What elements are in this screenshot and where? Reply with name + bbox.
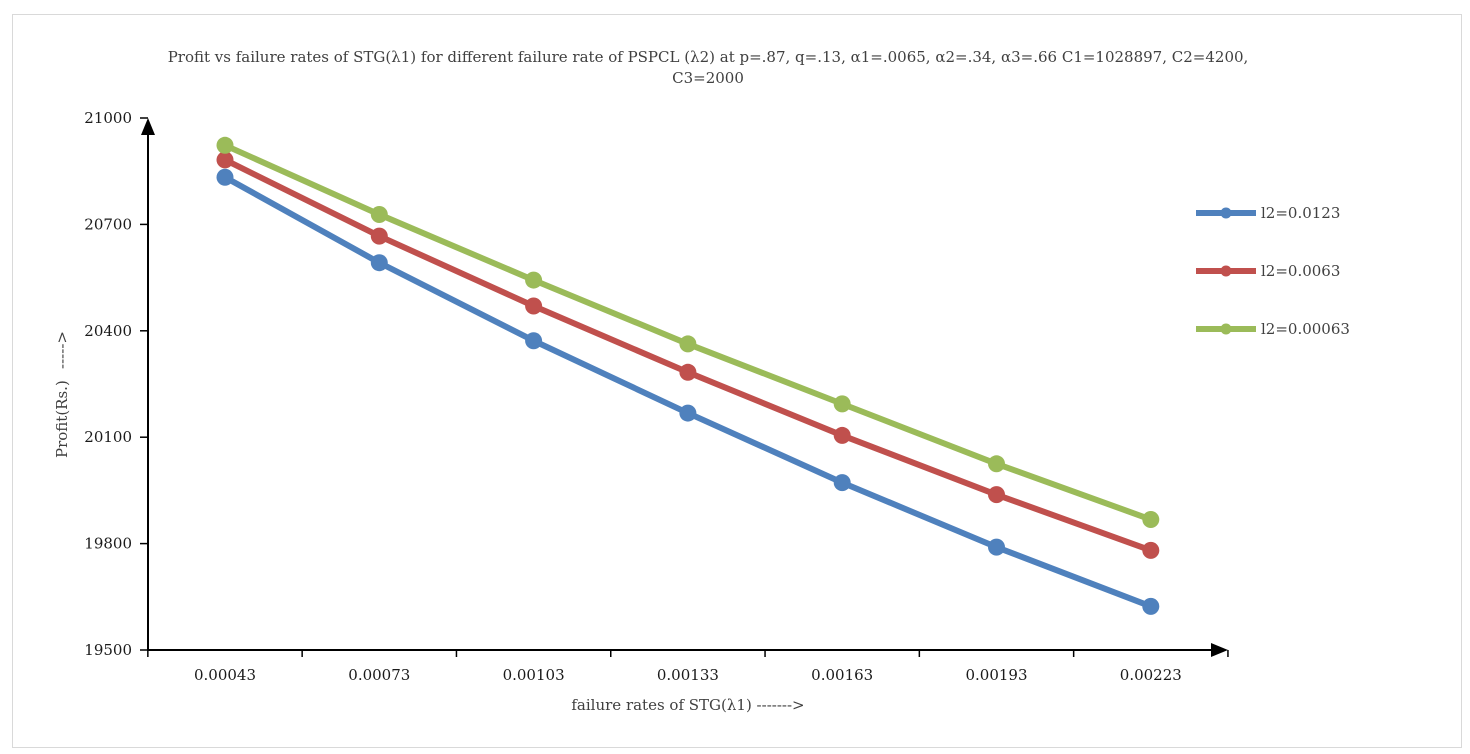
data-point <box>370 227 388 245</box>
x-tick-label: 0.00043 <box>194 666 256 684</box>
data-point <box>833 426 851 444</box>
x-tick-label: 0.00103 <box>503 666 565 684</box>
legend: l2=0.0123 l2=0.0063 l2=0.00063 <box>1196 204 1350 338</box>
chart-title-line1: Profit vs failure rates of STG(λ1) for d… <box>168 48 1249 66</box>
legend-marker <box>1220 265 1232 277</box>
data-point <box>679 404 697 422</box>
y-tick-label: 19800 <box>84 535 132 553</box>
x-tick-label: 0.00193 <box>965 666 1027 684</box>
y-axis-ticks: 19500 19800 20100 20400 20700 21000 <box>84 109 148 659</box>
legend-label: l2=0.00063 <box>1261 320 1350 338</box>
y-axis-label-arrow: -----> <box>53 331 71 369</box>
data-point <box>216 151 234 169</box>
series-layer <box>216 136 1160 615</box>
data-point <box>679 363 697 381</box>
y-axis-arrow <box>141 118 155 135</box>
data-point <box>525 297 543 315</box>
x-axis-label: failure rates of STG(λ1) -------> <box>571 696 804 714</box>
chart-frame <box>12 14 1462 748</box>
y-tick-label: 19500 <box>84 641 132 659</box>
data-point <box>833 395 851 413</box>
series-line <box>223 142 1152 523</box>
y-tick-label: 20100 <box>84 428 132 446</box>
series-line <box>223 157 1152 554</box>
data-point <box>216 136 234 154</box>
data-point <box>525 271 543 289</box>
data-point <box>679 335 697 353</box>
data-point <box>370 254 388 272</box>
data-point <box>988 538 1005 556</box>
data-point <box>525 332 543 350</box>
x-tick-label: 0.00133 <box>657 666 719 684</box>
x-axis-arrow <box>1211 643 1228 657</box>
legend-marker <box>1220 323 1232 335</box>
x-tick-label: 0.00223 <box>1120 666 1182 684</box>
series-line <box>223 174 1152 610</box>
data-point <box>370 205 388 223</box>
data-point <box>833 474 851 492</box>
x-axis-ticks: 0.00043 0.00073 0.00103 0.00133 0.00163 0.001… <box>147 650 1229 684</box>
data-point <box>216 168 234 186</box>
legend-marker <box>1220 207 1232 219</box>
legend-label: l2=0.0063 <box>1261 262 1340 280</box>
data-point <box>1142 597 1160 615</box>
y-tick-label: 20400 <box>84 322 132 340</box>
data-point <box>988 455 1005 473</box>
x-tick-label: 0.00163 <box>811 666 873 684</box>
data-point <box>1142 510 1160 528</box>
y-tick-label: 20700 <box>84 215 132 233</box>
data-point <box>988 486 1005 504</box>
chart-title-line2: C3=2000 <box>672 69 744 87</box>
x-tick-label: 0.00073 <box>348 666 410 684</box>
data-point <box>1142 541 1160 559</box>
y-tick-label: 21000 <box>84 109 132 127</box>
legend-label: l2=0.0123 <box>1261 204 1340 222</box>
y-axis-label: Profit(Rs.) <box>53 380 71 458</box>
